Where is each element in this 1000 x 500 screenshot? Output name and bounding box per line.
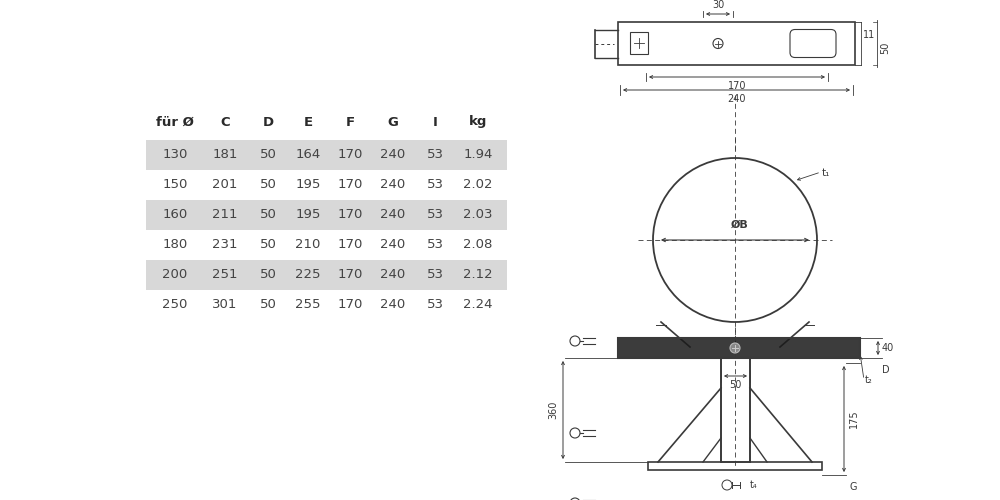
Text: 240: 240 bbox=[380, 268, 406, 281]
Text: 170: 170 bbox=[337, 208, 363, 222]
Text: ØB: ØB bbox=[731, 220, 749, 230]
Text: 240: 240 bbox=[727, 94, 746, 104]
Text: 50: 50 bbox=[260, 178, 276, 192]
Text: 201: 201 bbox=[212, 178, 238, 192]
Text: 240: 240 bbox=[380, 148, 406, 162]
Text: 360: 360 bbox=[548, 401, 558, 419]
Text: 175: 175 bbox=[849, 410, 859, 428]
Text: 50: 50 bbox=[260, 298, 276, 312]
Bar bbox=[618, 338, 860, 358]
Text: G: G bbox=[388, 116, 398, 128]
Bar bbox=[630, 32, 648, 54]
Text: 210: 210 bbox=[295, 238, 321, 252]
Text: 50: 50 bbox=[260, 268, 276, 281]
Text: 2.08: 2.08 bbox=[463, 238, 493, 252]
Text: t₄: t₄ bbox=[750, 480, 758, 490]
Text: 53: 53 bbox=[426, 238, 444, 252]
Text: 240: 240 bbox=[380, 208, 406, 222]
Text: 50: 50 bbox=[260, 208, 276, 222]
Bar bbox=[146, 200, 507, 230]
Bar bbox=[618, 22, 855, 65]
Bar bbox=[648, 462, 822, 470]
Text: 195: 195 bbox=[295, 178, 321, 192]
Text: 250: 250 bbox=[162, 298, 188, 312]
Text: 180: 180 bbox=[162, 238, 188, 252]
Text: 170: 170 bbox=[337, 178, 363, 192]
Bar bbox=[721, 358, 750, 462]
Text: 53: 53 bbox=[426, 268, 444, 281]
Text: 53: 53 bbox=[426, 208, 444, 222]
Text: 170: 170 bbox=[337, 268, 363, 281]
Text: 240: 240 bbox=[380, 238, 406, 252]
Text: 251: 251 bbox=[212, 268, 238, 281]
Text: C: C bbox=[220, 116, 230, 128]
Text: t₁: t₁ bbox=[822, 168, 830, 178]
Text: 150: 150 bbox=[162, 178, 188, 192]
Text: F: F bbox=[345, 116, 355, 128]
Text: 160: 160 bbox=[162, 208, 188, 222]
Text: 53: 53 bbox=[426, 178, 444, 192]
Text: 181: 181 bbox=[212, 148, 238, 162]
Bar bbox=[146, 140, 507, 170]
Text: 211: 211 bbox=[212, 208, 238, 222]
Text: 225: 225 bbox=[295, 268, 321, 281]
Text: 164: 164 bbox=[295, 148, 321, 162]
Bar bbox=[618, 338, 860, 358]
Text: 50: 50 bbox=[729, 380, 742, 390]
Text: 50: 50 bbox=[260, 238, 276, 252]
Text: 1.94: 1.94 bbox=[463, 148, 493, 162]
Text: 30: 30 bbox=[712, 0, 724, 10]
Text: 50: 50 bbox=[260, 148, 276, 162]
Text: 53: 53 bbox=[426, 148, 444, 162]
Text: 170: 170 bbox=[337, 148, 363, 162]
Bar bbox=[146, 260, 507, 290]
Text: 53: 53 bbox=[426, 298, 444, 312]
Text: 170: 170 bbox=[337, 298, 363, 312]
Text: 2.24: 2.24 bbox=[463, 298, 493, 312]
Text: 2.03: 2.03 bbox=[463, 208, 493, 222]
Text: 255: 255 bbox=[295, 298, 321, 312]
Text: 2.12: 2.12 bbox=[463, 268, 493, 281]
Text: G: G bbox=[849, 482, 856, 492]
Text: 200: 200 bbox=[162, 268, 188, 281]
Text: D: D bbox=[262, 116, 274, 128]
Text: I: I bbox=[433, 116, 437, 128]
Text: 195: 195 bbox=[295, 208, 321, 222]
Text: 2.02: 2.02 bbox=[463, 178, 493, 192]
Text: 240: 240 bbox=[380, 298, 406, 312]
Text: 170: 170 bbox=[337, 238, 363, 252]
Text: 40: 40 bbox=[882, 343, 894, 353]
Text: D: D bbox=[882, 365, 890, 375]
Circle shape bbox=[730, 343, 740, 353]
Text: 231: 231 bbox=[212, 238, 238, 252]
Text: 240: 240 bbox=[380, 178, 406, 192]
Text: 50: 50 bbox=[880, 42, 890, 54]
Text: für Ø: für Ø bbox=[156, 116, 194, 128]
Text: E: E bbox=[303, 116, 313, 128]
Text: kg: kg bbox=[469, 116, 487, 128]
Text: 130: 130 bbox=[162, 148, 188, 162]
Text: 170: 170 bbox=[728, 81, 746, 91]
Text: t₂: t₂ bbox=[865, 375, 873, 385]
Text: 11: 11 bbox=[863, 30, 875, 40]
Text: 301: 301 bbox=[212, 298, 238, 312]
